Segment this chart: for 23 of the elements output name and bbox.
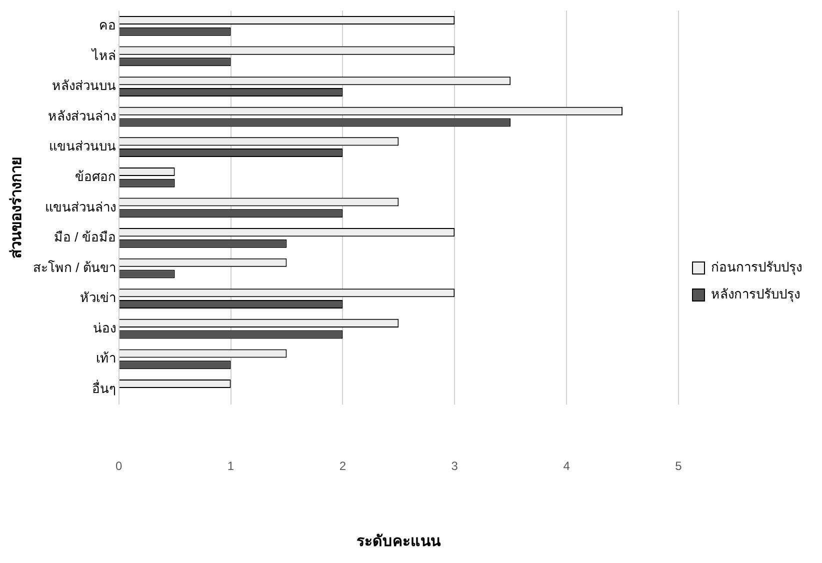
x-tick-label: 1 [227, 459, 234, 474]
y-tick-label: ไหล่ [90, 48, 116, 63]
y-tick-label: เท้า [96, 350, 116, 366]
x-tick-label: 4 [563, 459, 570, 474]
y-tick-label: หลังส่วนบน [52, 78, 116, 94]
y-tick-label: น่อง [92, 320, 116, 336]
legend-label: ก่อนการปรับปรุง [711, 260, 802, 276]
y-tick-label: แขนส่วนบน [48, 138, 116, 154]
x-tick-label: 5 [675, 459, 682, 474]
y-tick-label: คอ [98, 18, 116, 33]
x-tick-label: 0 [115, 459, 122, 474]
y-axis-title: ส่วนของร่างกาย [8, 156, 26, 259]
y-tick-label: สะโพก / ต้นขา [32, 260, 116, 275]
y-tick-label: หัวเข่า [80, 290, 116, 306]
y-tick-label: หลังส่วนล่าง [48, 108, 116, 124]
x-tick-label: 2 [339, 459, 346, 474]
x-tick-label: 3 [451, 459, 458, 474]
x-axis-title: ระดับคะแนน [356, 533, 442, 550]
legend-label: หลังการปรับปรุง [711, 286, 800, 303]
y-tick-label: ข้อศอก [74, 168, 116, 184]
y-tick-label: มือ / ข้อมือ [54, 230, 116, 245]
y-tick-label: แขนส่วนล่าง [44, 199, 116, 214]
y-tick-label: อื่นๆ [92, 380, 116, 396]
